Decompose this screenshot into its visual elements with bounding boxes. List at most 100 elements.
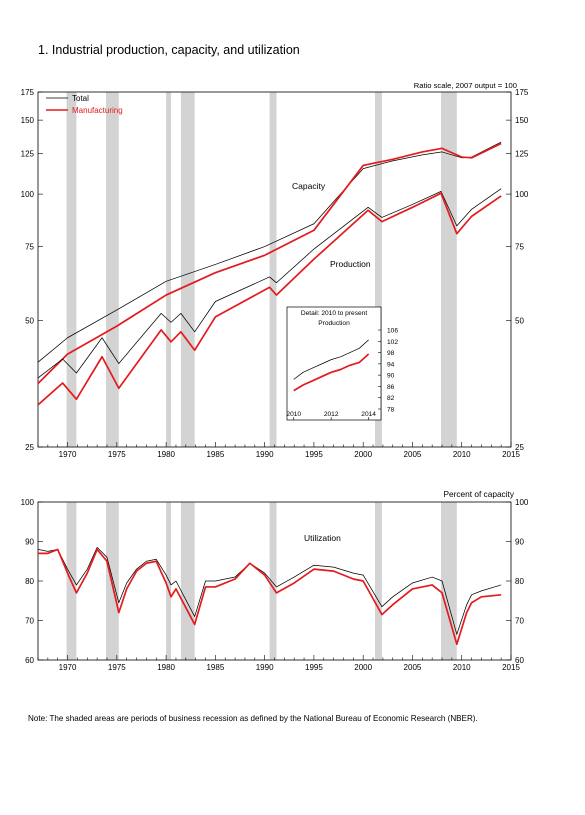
inset-y-tick-label: 82 xyxy=(387,395,395,402)
bottom-recession-band xyxy=(269,502,277,660)
bottom-x-tick-label: 1995 xyxy=(305,663,323,672)
bottom-x-tick-label: 2000 xyxy=(354,663,372,672)
top-y-tick-label-left: 100 xyxy=(21,190,35,199)
bottom-y-tick-label-left: 90 xyxy=(25,538,34,547)
bottom-series-lines xyxy=(37,547,502,646)
top-recession-bands xyxy=(66,92,457,447)
bottom-y-tick-label-left: 70 xyxy=(25,617,34,626)
bottom-y-tick-label-right: 60 xyxy=(515,656,524,665)
top-y-tick-label-left: 150 xyxy=(21,116,35,125)
bottom-axis-ticks: 1970 1975 1980 1985 1990 1995 2000 2005 2010 2015… xyxy=(21,498,529,672)
top-recession-band xyxy=(66,92,77,447)
inset-series-lines xyxy=(293,339,370,392)
bottom-recession-bands xyxy=(66,502,457,660)
top-x-tick-label: 1970 xyxy=(59,450,77,459)
bottom-recession-band xyxy=(105,502,119,660)
production-annotation: Production xyxy=(330,259,371,269)
figure-title: 1. Industrial production, capacity, and … xyxy=(38,43,300,57)
top-recession-band xyxy=(105,92,119,447)
capacity-annotation: Capacity xyxy=(292,181,326,191)
top-y-tick-label-left: 125 xyxy=(21,149,35,158)
bottom-y-tick-label-right: 100 xyxy=(515,498,529,507)
inset-title: Detail: 2010 to present xyxy=(301,310,368,317)
bottom-y-tick-label-right: 70 xyxy=(515,617,524,626)
inset-y-tick-label: 94 xyxy=(387,361,395,368)
inset-subtitle: Production xyxy=(318,320,350,327)
top-x-tick-label: 1985 xyxy=(206,450,224,459)
top-y-tick-label-right: 125 xyxy=(515,149,529,158)
top-chart: 1970 1975 1980 1985 1990 1995 2000 2005 2010 2015… xyxy=(21,81,529,459)
bottom-y-tick-label-right: 80 xyxy=(515,577,524,586)
top-series-manufacturing-production xyxy=(37,192,502,406)
top-y-tick-label-left: 175 xyxy=(21,88,35,97)
top-y-tick-label-right: 25 xyxy=(515,443,524,452)
top-recession-band xyxy=(375,92,382,447)
top-x-tick-label: 2000 xyxy=(354,450,372,459)
top-y-tick-label-left: 50 xyxy=(25,317,34,326)
bottom-recession-band xyxy=(375,502,382,660)
top-scale-note: Ratio scale, 2007 output = 100 xyxy=(414,81,517,90)
bottom-y-tick-label-left: 80 xyxy=(25,577,34,586)
bottom-x-tick-label: 2010 xyxy=(453,663,471,672)
top-recession-band xyxy=(180,92,195,447)
bottom-x-tick-label: 2005 xyxy=(404,663,422,672)
bottom-scale-note: Percent of capacity xyxy=(443,489,514,499)
bottom-y-tick-label-left: 100 xyxy=(21,498,35,507)
inset-axis-ticks: 2010 2012 2014 78 82 86 90 94 98 102 106 xyxy=(286,328,398,420)
inset-y-tick-label: 78 xyxy=(387,407,395,414)
inset-y-tick-label: 106 xyxy=(387,328,398,335)
inset-series-manufacturing xyxy=(293,353,370,392)
bottom-x-tick-label: 2015 xyxy=(502,663,520,672)
bottom-x-tick-label: 1970 xyxy=(59,663,77,672)
top-y-tick-label-right: 75 xyxy=(515,243,524,252)
bottom-y-tick-label-right: 90 xyxy=(515,538,524,547)
top-recession-band xyxy=(269,92,277,447)
top-x-tick-label: 1990 xyxy=(256,450,274,459)
inset-chart: Detail: 2010 to present Production 2010 2… xyxy=(286,306,398,421)
legend-total-label: Total xyxy=(72,94,89,103)
top-series-lines xyxy=(37,141,502,406)
top-y-tick-label-right: 175 xyxy=(515,88,529,97)
utilization-annotation: Utilization xyxy=(304,533,341,543)
top-x-tick-label: 1995 xyxy=(305,450,323,459)
inset-series-total xyxy=(293,339,369,380)
legend: Total Manufacturing xyxy=(46,94,123,115)
bottom-recession-band xyxy=(180,502,195,660)
top-x-tick-label: 2010 xyxy=(453,450,471,459)
inset-x-tick-label: 2014 xyxy=(361,411,376,418)
top-x-tick-label: 2015 xyxy=(502,450,520,459)
top-recession-band xyxy=(166,92,172,447)
top-series-total-capacity xyxy=(37,141,502,363)
top-series-total-production xyxy=(37,188,502,379)
bottom-chart: 1970 1975 1980 1985 1990 1995 2000 2005 2010 2015… xyxy=(21,489,529,672)
inset-y-tick-label: 90 xyxy=(387,373,395,380)
legend-manufacturing-label: Manufacturing xyxy=(72,106,123,115)
top-x-tick-label: 1975 xyxy=(108,450,126,459)
bottom-x-tick-label: 1975 xyxy=(108,663,126,672)
bottom-x-tick-label: 1990 xyxy=(256,663,274,672)
inset-y-tick-label: 86 xyxy=(387,384,395,391)
bottom-recession-band xyxy=(166,502,172,660)
inset-y-tick-label: 102 xyxy=(387,339,398,346)
top-y-tick-label-right: 100 xyxy=(515,190,529,199)
bottom-x-tick-label: 1980 xyxy=(157,663,175,672)
recession-note: Note: The shaded areas are periods of bu… xyxy=(28,714,478,723)
top-x-tick-label: 1980 xyxy=(157,450,175,459)
top-recession-band xyxy=(441,92,457,447)
bottom-y-tick-label-left: 60 xyxy=(25,656,34,665)
top-y-tick-label-left: 75 xyxy=(25,243,34,252)
inset-frame xyxy=(286,306,382,421)
top-y-tick-label-left: 25 xyxy=(25,443,34,452)
bottom-series-manufacturing xyxy=(38,548,502,646)
bottom-x-tick-label: 1985 xyxy=(206,663,224,672)
top-x-tick-label: 2005 xyxy=(404,450,422,459)
inset-x-tick-label: 2012 xyxy=(324,411,339,418)
inset-x-tick-label: 2010 xyxy=(286,411,301,418)
bottom-series-total xyxy=(37,547,502,635)
top-axis-ticks: 1970 1975 1980 1985 1990 1995 2000 2005 2010 2015… xyxy=(21,88,529,459)
top-y-tick-label-right: 50 xyxy=(515,317,524,326)
top-series-manufacturing-capacity xyxy=(37,142,502,385)
top-y-tick-label-right: 150 xyxy=(515,116,529,125)
inset-y-tick-label: 98 xyxy=(387,350,395,357)
